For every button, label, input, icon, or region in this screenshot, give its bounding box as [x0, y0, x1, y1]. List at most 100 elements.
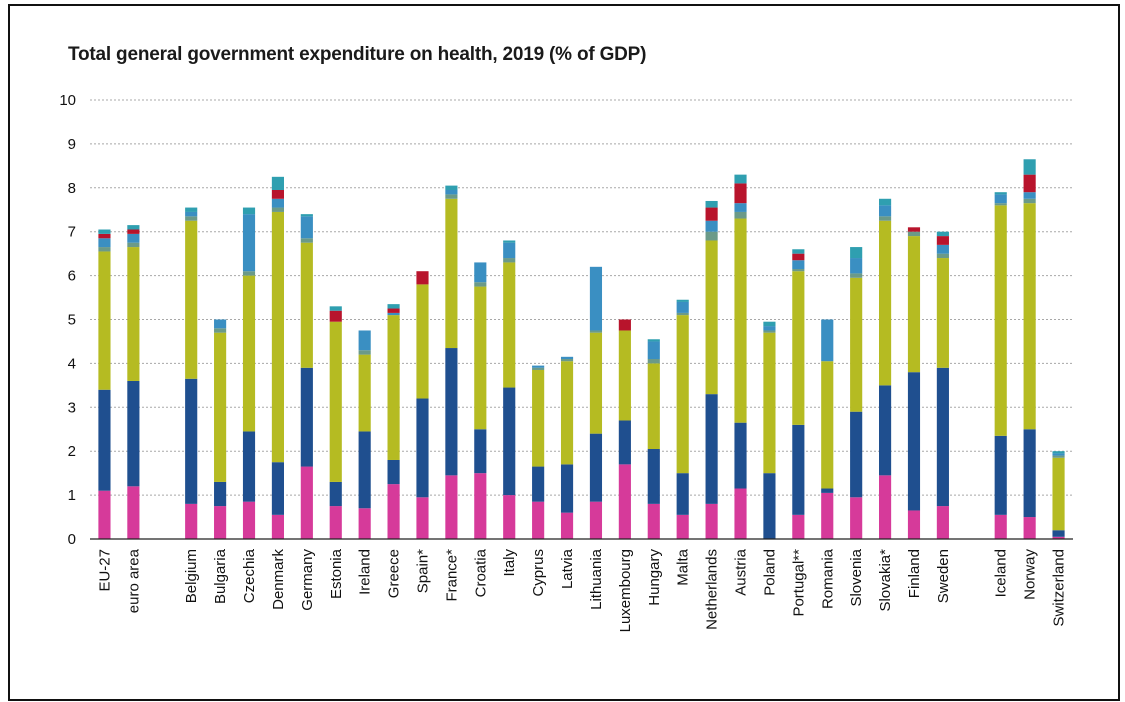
bar-segment — [185, 216, 198, 221]
bar-segment — [387, 315, 400, 460]
x-category-label: Switzerland — [1051, 549, 1068, 627]
bar-segment — [300, 214, 313, 217]
bar-segment — [734, 211, 747, 219]
bar-segment — [647, 449, 660, 504]
y-tick-label: 1 — [68, 487, 76, 504]
bar-segment — [474, 429, 487, 474]
bar-segment — [907, 231, 921, 237]
bar-segment — [821, 361, 834, 489]
bar-segment — [705, 503, 718, 539]
bar-segment — [676, 315, 689, 474]
bar-segment — [936, 236, 949, 245]
y-tick-label: 4 — [68, 355, 76, 372]
y-tick-label: 9 — [68, 136, 76, 153]
bar-segment — [850, 273, 863, 278]
bar-segment — [271, 189, 284, 199]
bar-segment — [329, 310, 342, 322]
bar-segment — [879, 220, 892, 386]
x-category-label: France* — [443, 549, 460, 602]
bar-segment — [647, 503, 660, 539]
bar-segment — [503, 495, 516, 539]
y-tick-label: 5 — [68, 312, 76, 329]
bar-segment — [734, 422, 747, 489]
bar-segment — [936, 506, 949, 539]
bar-segment — [792, 269, 805, 272]
x-axis-labels: EU-27 euro area Belgium Bulgaria Czechia Denm… — [96, 548, 1067, 632]
bar-segment — [503, 262, 516, 388]
y-tick-label: 2 — [68, 443, 76, 460]
bar-segment — [1023, 159, 1036, 175]
bar-segment — [1052, 536, 1065, 539]
bar-segment — [705, 231, 718, 241]
x-category-label: Austria — [733, 548, 750, 595]
bar-segment — [98, 238, 111, 248]
bar-segment — [358, 508, 371, 539]
x-category-label: Bulgaria — [212, 548, 229, 604]
bar-segment — [300, 238, 313, 243]
bar-segment — [821, 488, 834, 493]
bar-segment — [676, 301, 689, 313]
bar-segment — [850, 411, 863, 498]
bar-segment — [734, 183, 747, 204]
y-tick-label: 0 — [68, 531, 76, 548]
bar-segment — [792, 260, 805, 270]
bar-segment — [879, 475, 892, 539]
bar-segment — [734, 218, 747, 423]
bar-segment — [271, 198, 284, 208]
bar-segment — [445, 185, 458, 190]
x-category-label: Croatia — [472, 548, 489, 597]
bar-segment — [387, 459, 400, 485]
bar-segment — [127, 380, 140, 487]
bar-segment — [560, 464, 574, 513]
bar-segment — [300, 367, 313, 467]
bar-segment — [705, 394, 718, 504]
bar-segment — [1023, 203, 1036, 430]
bar-segment — [850, 258, 863, 274]
bar-segment — [850, 247, 863, 259]
bar-segment — [300, 242, 313, 368]
bar-segment — [618, 420, 631, 465]
bar-segment — [416, 398, 429, 498]
bar-segment — [474, 282, 487, 287]
bar-segment — [936, 367, 949, 507]
bar-segment — [792, 271, 805, 425]
bar-segment — [416, 271, 429, 285]
bar-segment — [647, 363, 660, 450]
bar-segment — [416, 497, 429, 539]
bar-segment — [445, 198, 458, 349]
bar-segment — [676, 312, 689, 316]
bar-segment — [242, 275, 256, 432]
bar-segment — [214, 481, 227, 507]
bar-segment — [907, 236, 921, 373]
bar-segment — [792, 514, 805, 539]
bar-segment — [242, 501, 256, 539]
bar-segment — [647, 359, 660, 364]
x-category-label: Romania — [819, 548, 836, 609]
bar-segment — [1052, 455, 1065, 458]
x-category-label: Cyprus — [530, 549, 547, 597]
bar-segment — [98, 247, 111, 252]
bar-segment — [589, 433, 603, 502]
bar-segment — [329, 306, 342, 311]
y-tick-label: 8 — [68, 180, 76, 197]
bar-segment — [503, 240, 516, 243]
x-category-label: Lithuania — [588, 548, 605, 610]
bar-segment — [589, 330, 603, 333]
bar-segment — [532, 501, 545, 539]
bar-segment — [936, 244, 949, 254]
bar-segment — [242, 207, 256, 215]
bar-segment — [994, 205, 1007, 436]
bar-segment — [1023, 192, 1036, 199]
bar-segment — [676, 514, 689, 539]
bar-segment — [474, 286, 487, 430]
x-category-label: Luxembourg — [617, 549, 634, 632]
x-category-label: Malta — [675, 548, 692, 585]
bar-segment — [705, 200, 718, 208]
x-category-label: euro area — [125, 548, 142, 613]
bar-segment — [1023, 174, 1036, 193]
bar-segment — [734, 174, 747, 184]
x-category-label: Spain* — [414, 549, 431, 593]
bar-segment — [98, 229, 111, 234]
x-category-label: Sweden — [935, 549, 952, 603]
bar-segment — [734, 203, 747, 212]
